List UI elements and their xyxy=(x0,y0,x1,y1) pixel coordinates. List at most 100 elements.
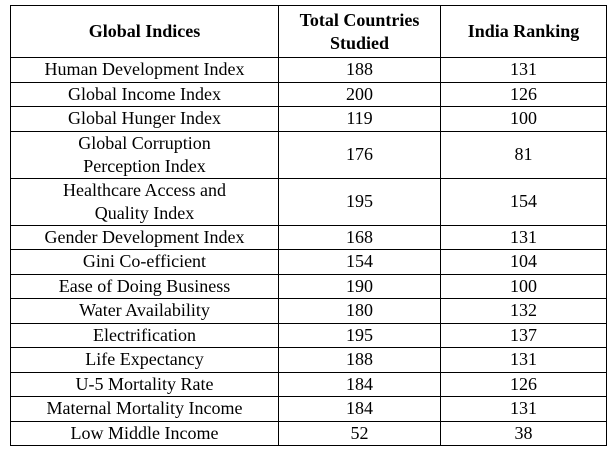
header-text: Total Countries Studied xyxy=(299,9,420,53)
header-text: India Ranking xyxy=(467,21,580,41)
table-row: U-5 Mortality Rate 184 126 xyxy=(10,371,607,397)
index-name: U-5 Mortality Rate xyxy=(75,373,214,394)
index-name: Life Expectancy xyxy=(85,349,204,370)
cell-value: 176 xyxy=(346,144,373,164)
table-cell: 188 xyxy=(278,57,441,83)
header-text: Global Indices xyxy=(88,21,201,41)
table-cell: 200 xyxy=(278,81,441,107)
cell-value: 131 xyxy=(510,398,537,419)
cell-value: 119 xyxy=(346,108,373,129)
table-cell: Healthcare Access and Quality Index xyxy=(10,177,279,226)
table-cell: Electrification xyxy=(10,322,279,348)
cell-value: 195 xyxy=(346,191,373,211)
cell-value: 200 xyxy=(346,83,373,104)
header-row: Global Indices Total Countries Studied I… xyxy=(10,5,607,58)
cell-value: 100 xyxy=(510,108,537,129)
cell-value: 180 xyxy=(346,300,373,321)
index-name: Maternal Mortality Income xyxy=(46,398,243,419)
table-row: Gini Co-efficient 154 104 xyxy=(10,249,607,275)
index-name: Gender Development Index xyxy=(44,226,245,247)
cell-value: 100 xyxy=(510,275,537,296)
table-row: Maternal Mortality Income 184 131 xyxy=(10,396,607,422)
cell-value: 104 xyxy=(510,251,537,272)
table-cell: 119 xyxy=(278,106,441,132)
indices-table: Global Indices Total Countries Studied I… xyxy=(10,5,607,446)
cell-value: 131 xyxy=(510,349,537,370)
header-cell: Global Indices xyxy=(10,5,279,58)
cell-value: 168 xyxy=(346,226,373,247)
cell-value: 184 xyxy=(346,373,373,394)
cell-value: 131 xyxy=(510,59,537,80)
table-cell: 52 xyxy=(278,420,441,446)
table-cell: 126 xyxy=(440,81,607,107)
table-cell: 176 xyxy=(278,130,441,179)
index-name: Water Availability xyxy=(79,300,210,321)
table-cell: Ease of Doing Business xyxy=(10,273,279,299)
table-cell: 100 xyxy=(440,273,607,299)
cell-value: 188 xyxy=(346,59,373,80)
table-cell: 38 xyxy=(440,420,607,446)
table-cell: Global Income Index xyxy=(10,81,279,107)
table-row: Human Development Index 188 131 xyxy=(10,57,607,83)
cell-value: 195 xyxy=(346,324,373,345)
cell-value: 137 xyxy=(510,324,537,345)
table-cell: 104 xyxy=(440,249,607,275)
index-name: Global Hunger Index xyxy=(68,108,221,129)
header-cell: India Ranking xyxy=(440,5,607,58)
cell-value: 132 xyxy=(510,300,537,321)
table-cell: Global Corruption Perception Index xyxy=(10,130,279,179)
table-cell: 131 xyxy=(440,396,607,422)
table-cell: 180 xyxy=(278,298,441,324)
table-row: Healthcare Access and Quality Index 195 15… xyxy=(10,177,607,226)
table-cell: 132 xyxy=(440,298,607,324)
cell-value: 154 xyxy=(346,251,373,272)
table-body: Human Development Index 188 131 Global Inco… xyxy=(10,57,607,446)
table-cell: 184 xyxy=(278,371,441,397)
table-row: Ease of Doing Business 190 100 xyxy=(10,273,607,299)
index-name: Healthcare Access and Quality Index xyxy=(63,179,226,223)
table-cell: 154 xyxy=(440,177,607,226)
table-cell: 168 xyxy=(278,224,441,250)
table-cell: Gini Co-efficient xyxy=(10,249,279,275)
table-row: Global Hunger Index 119 100 xyxy=(10,106,607,132)
table-row: Gender Development Index 168 131 xyxy=(10,224,607,250)
index-name: Electrification xyxy=(93,324,196,345)
index-name: Gini Co-efficient xyxy=(82,251,207,272)
table-cell: 188 xyxy=(278,347,441,373)
index-name: Global Corruption Perception Index xyxy=(78,132,211,176)
table-cell: 195 xyxy=(278,177,441,226)
table-cell: U-5 Mortality Rate xyxy=(10,371,279,397)
table-cell: 126 xyxy=(440,371,607,397)
table-cell: 184 xyxy=(278,396,441,422)
cell-value: 52 xyxy=(350,422,369,443)
index-name: Ease of Doing Business xyxy=(58,275,231,296)
table-cell: Global Hunger Index xyxy=(10,106,279,132)
table-cell: 131 xyxy=(440,57,607,83)
table-row: Life Expectancy 188 131 xyxy=(10,347,607,373)
table-cell: Human Development Index xyxy=(10,57,279,83)
table-row: Global Income Index 200 126 xyxy=(10,81,607,107)
table-cell: 154 xyxy=(278,249,441,275)
cell-value: 38 xyxy=(514,422,533,443)
cell-value: 188 xyxy=(346,349,373,370)
cell-value: 131 xyxy=(510,226,537,247)
table-row: Electrification 195 137 xyxy=(10,322,607,348)
cell-value: 81 xyxy=(514,144,533,164)
table-cell: 81 xyxy=(440,130,607,179)
table-cell: 100 xyxy=(440,106,607,132)
index-name: Global Income Index xyxy=(68,83,221,104)
cell-value: 126 xyxy=(510,83,537,104)
table-cell: Low Middle Income xyxy=(10,420,279,446)
table-cell: Water Availability xyxy=(10,298,279,324)
index-name: Human Development Index xyxy=(44,59,245,80)
table-cell: 131 xyxy=(440,347,607,373)
table-cell: 195 xyxy=(278,322,441,348)
table-cell: 190 xyxy=(278,273,441,299)
table-row: Global Corruption Perception Index 176 81 xyxy=(10,130,607,179)
table-cell: 137 xyxy=(440,322,607,348)
table-cell: Life Expectancy xyxy=(10,347,279,373)
cell-value: 184 xyxy=(346,398,373,419)
cell-value: 126 xyxy=(510,373,537,394)
table-cell: Maternal Mortality Income xyxy=(10,396,279,422)
